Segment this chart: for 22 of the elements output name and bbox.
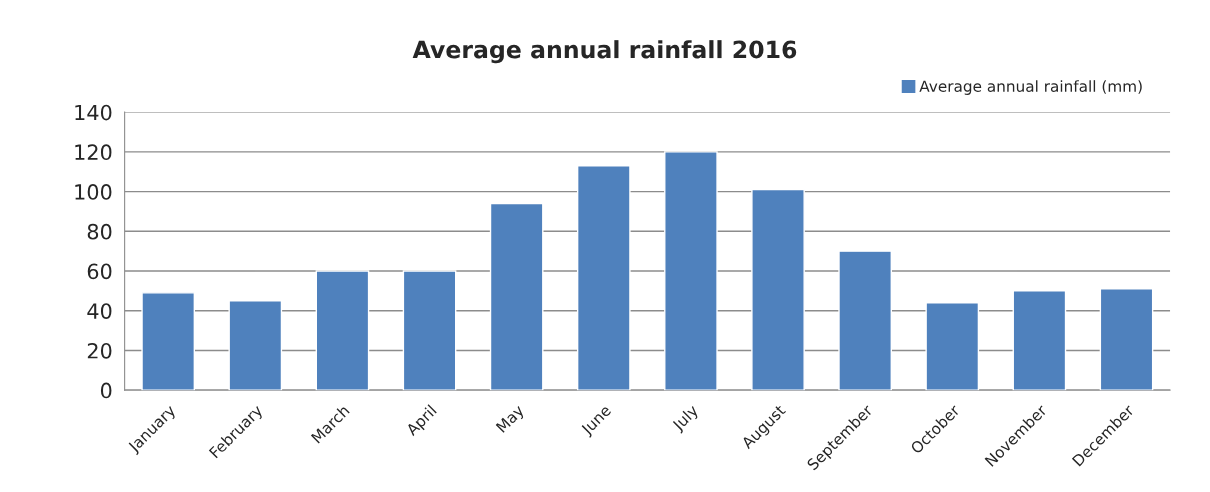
bar [315, 270, 370, 391]
legend-label: Average annual rainfall (mm) [919, 80, 1142, 95]
chart-title: Average annual rainfall 2016 [412, 40, 797, 64]
y-tick-label: 100 [75, 184, 112, 200]
bar [838, 250, 892, 391]
y-tick-label: 140 [75, 104, 112, 121]
y-tick-label: 60 [87, 263, 112, 280]
bar [141, 292, 196, 391]
bar [751, 188, 805, 391]
bar [664, 151, 718, 391]
y-tick-label: 20 [87, 342, 112, 359]
bar [228, 300, 283, 391]
bar [576, 165, 631, 391]
y-tick-label: 40 [87, 303, 112, 319]
bar [402, 270, 457, 391]
y-tick-label: 80 [87, 223, 112, 240]
bar [1099, 288, 1154, 391]
y-tick-label: 0 [100, 382, 112, 399]
y-tick-label: 120 [75, 144, 112, 161]
bar [925, 302, 980, 391]
bar [1012, 290, 1067, 391]
bar [489, 202, 544, 391]
